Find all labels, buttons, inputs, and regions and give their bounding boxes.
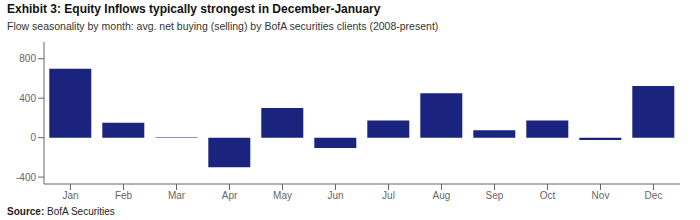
svg-text:Oct: Oct bbox=[540, 190, 556, 201]
svg-text:Apr: Apr bbox=[222, 190, 238, 201]
svg-text:400: 400 bbox=[19, 93, 36, 104]
svg-text:Nov: Nov bbox=[592, 190, 610, 201]
svg-text:0: 0 bbox=[30, 132, 36, 143]
svg-text:Jan: Jan bbox=[62, 190, 78, 201]
svg-text:Aug: Aug bbox=[433, 190, 451, 201]
svg-text:-400: -400 bbox=[16, 172, 36, 183]
svg-text:Sep: Sep bbox=[486, 190, 504, 201]
svg-text:800: 800 bbox=[19, 53, 36, 64]
svg-text:Feb: Feb bbox=[115, 190, 133, 201]
html-text:Source: BofA Securities: Source: BofA Securities bbox=[7, 206, 115, 217]
svg-text:Mar: Mar bbox=[168, 190, 186, 201]
html-text:Exhibit 3: Equity Inflows typi: Exhibit 3: Equity Inflows typically stro… bbox=[7, 2, 381, 16]
svg-text:May: May bbox=[273, 190, 292, 201]
svg-text:Jun: Jun bbox=[327, 190, 343, 201]
html-text:Flow seasonality by month: avg: Flow seasonality by month: avg. net buyi… bbox=[7, 20, 439, 32]
svg-text:Dec: Dec bbox=[645, 190, 663, 201]
svg-text:Jul: Jul bbox=[382, 190, 395, 201]
